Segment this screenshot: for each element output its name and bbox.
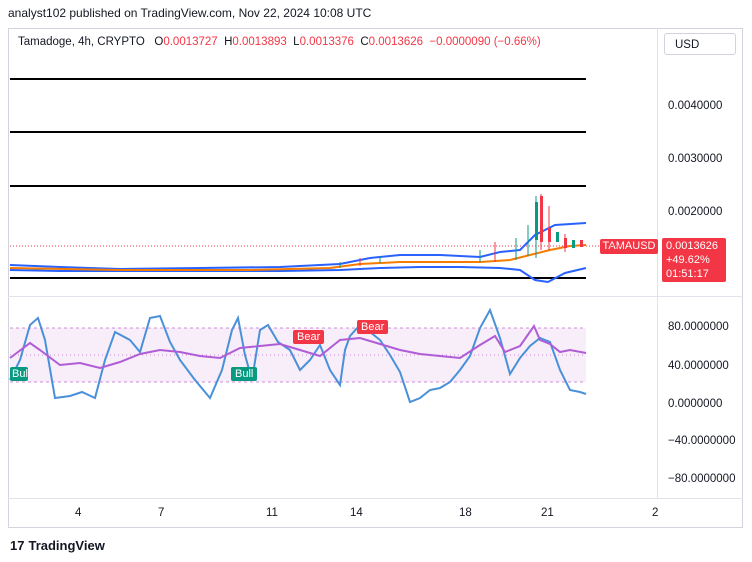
bb-lower	[9, 266, 587, 284]
bear-signal-badge: Bear	[293, 330, 325, 344]
price-tick: 0.0020000	[668, 206, 723, 218]
bb-upper	[9, 222, 587, 271]
brand-name: TradingView	[28, 538, 105, 553]
osc-tick: 0.0000000	[668, 398, 723, 410]
bb-basis	[9, 244, 587, 271]
last-price: 0.0013626	[666, 240, 718, 252]
ohlc-legend: Tamadoge, 4h, CRYPTO O0.0013727 H0.00138…	[18, 36, 541, 48]
currency-selector[interactable]: USD	[664, 33, 736, 55]
osc-tick: 80.0000000	[668, 321, 729, 333]
bull-signal-badge: Bull	[10, 367, 28, 381]
bear-signal-badge: Bear	[357, 320, 389, 334]
close-key: C	[360, 36, 369, 48]
price-tick: 0.0040000	[668, 100, 723, 112]
pane-divider[interactable]	[8, 296, 743, 297]
chart-frame	[8, 28, 743, 528]
publish-info: analyst102 published on TradingView.com,…	[8, 6, 372, 20]
change-value: −0.0000090 (−0.66%)	[429, 36, 541, 48]
time-tick: 14	[350, 507, 363, 519]
osc-tick: 40.0000000	[668, 360, 729, 372]
tradingview-logo-icon: 17	[10, 538, 25, 553]
time-tick: 2	[652, 507, 659, 519]
close-value: 0.0013626	[368, 36, 424, 48]
price-tick: 0.0030000	[668, 153, 723, 165]
percent-change: +49.62%	[666, 254, 710, 266]
osc-tick: −40.0000000	[668, 435, 736, 447]
osc-tick: −80.0000000	[668, 473, 736, 485]
bar-countdown: 01:51:17	[666, 268, 709, 280]
candles	[339, 194, 583, 268]
low-value: 0.0013376	[299, 36, 354, 48]
symbol-label: Tamadoge, 4h, CRYPTO	[18, 36, 145, 48]
time-tick: 7	[158, 507, 165, 519]
axis-divider	[657, 28, 658, 498]
open-key: O	[154, 36, 164, 48]
high-value: 0.0013893	[232, 36, 287, 48]
time-tick: 11	[266, 507, 278, 519]
time-tick: 18	[459, 507, 472, 519]
price-tag: 0.0013626 +49.62% 01:51:17	[662, 238, 726, 282]
time-tick: 4	[75, 507, 82, 519]
high-key: H	[224, 36, 233, 48]
time-tick: 21	[541, 507, 554, 519]
time-axis-divider	[8, 498, 743, 499]
brand-footer: 17 TradingView	[10, 538, 105, 553]
low-key: L	[293, 36, 300, 48]
stoch-d-line	[9, 323, 587, 370]
open-value: 0.0013727	[163, 36, 218, 48]
bull-signal-badge: Bull	[231, 367, 258, 381]
stoch-k-line	[9, 307, 587, 404]
